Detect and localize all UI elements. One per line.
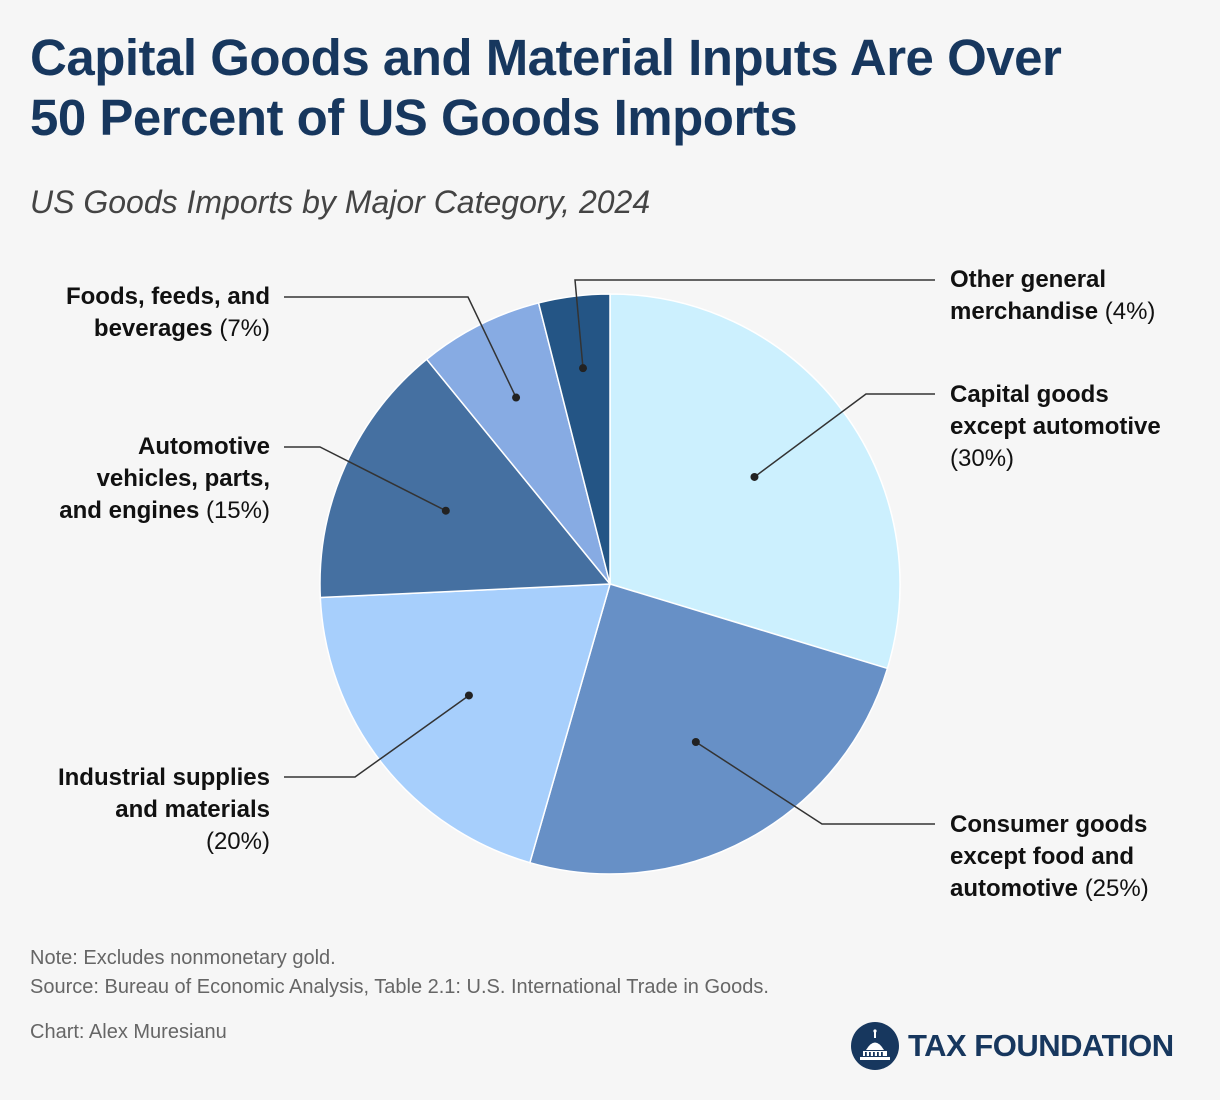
label-consumer: Consumer goods except food and automotive … <box>950 811 1149 902</box>
leader-line-consumer <box>695 741 935 825</box>
label-foods-pct: (7%) <box>219 315 270 342</box>
chart-subtitle: US Goods Imports by Major Category, 2024 <box>30 184 651 220</box>
leader-dot-automotive <box>441 506 450 515</box>
label-other: Other general merchandise (4%) <box>950 266 1156 325</box>
source-text: Source: Bureau of Economic Analysis, Tab… <box>30 976 769 998</box>
pie-slice-automotive <box>319 358 612 599</box>
leader-dot-industrial <box>464 691 473 700</box>
label-capital: Capital goods except automotive (30%) <box>950 379 1161 475</box>
tax-foundation-logo: TAX FOUNDATION <box>850 1018 1174 1074</box>
pie-slice-other <box>537 293 611 585</box>
label-foods: Foods, feeds, and beverages (7%) <box>65 283 270 342</box>
chart-title: Capital Goods and Material Inputs Are Ov… <box>30 28 1190 148</box>
label-automotive-pct: (15%) <box>205 497 270 524</box>
label-capital-pct: (30%) <box>950 445 1015 472</box>
leader-dot-capital <box>750 472 759 481</box>
footnote: Note: Excludes nonmonetary gold. Source:… <box>30 944 769 1002</box>
label-other-pct: (4%) <box>1104 298 1156 325</box>
pie-chart <box>284 279 935 875</box>
label-industrial-pct: (20%) <box>205 828 270 855</box>
title-line-2: 50 Percent of US Goods Imports <box>30 89 798 146</box>
title-line-1: Capital Goods and Material Inputs Are Ov… <box>30 29 1062 86</box>
label-automotive: Automotive vehicles, parts, and engines (1… <box>59 433 270 524</box>
label-industrial: Industrial supplies and materials (20%) <box>58 762 270 858</box>
pie-slice-industrial <box>319 583 612 864</box>
leader-line-other <box>574 279 935 369</box>
brand-name: TAX FOUNDATION <box>908 1028 1174 1063</box>
leader-line-foods <box>284 296 517 398</box>
leader-line-capital <box>754 393 935 478</box>
pie-slice-foods <box>425 302 611 585</box>
leader-dot-foods <box>512 393 521 402</box>
note-text: Note: Excludes nonmonetary gold. <box>30 947 336 969</box>
leader-dot-other <box>579 364 588 373</box>
pie-slice-consumer <box>528 583 889 875</box>
leader-line-industrial <box>284 694 470 778</box>
leader-line-automotive <box>284 446 447 512</box>
chart-credit: Chart: Alex Muresianu <box>30 1021 227 1043</box>
capitol-dome-icon <box>851 1022 899 1070</box>
leader-dot-consumer <box>691 737 700 746</box>
label-consumer-pct: (25%) <box>1084 875 1149 902</box>
